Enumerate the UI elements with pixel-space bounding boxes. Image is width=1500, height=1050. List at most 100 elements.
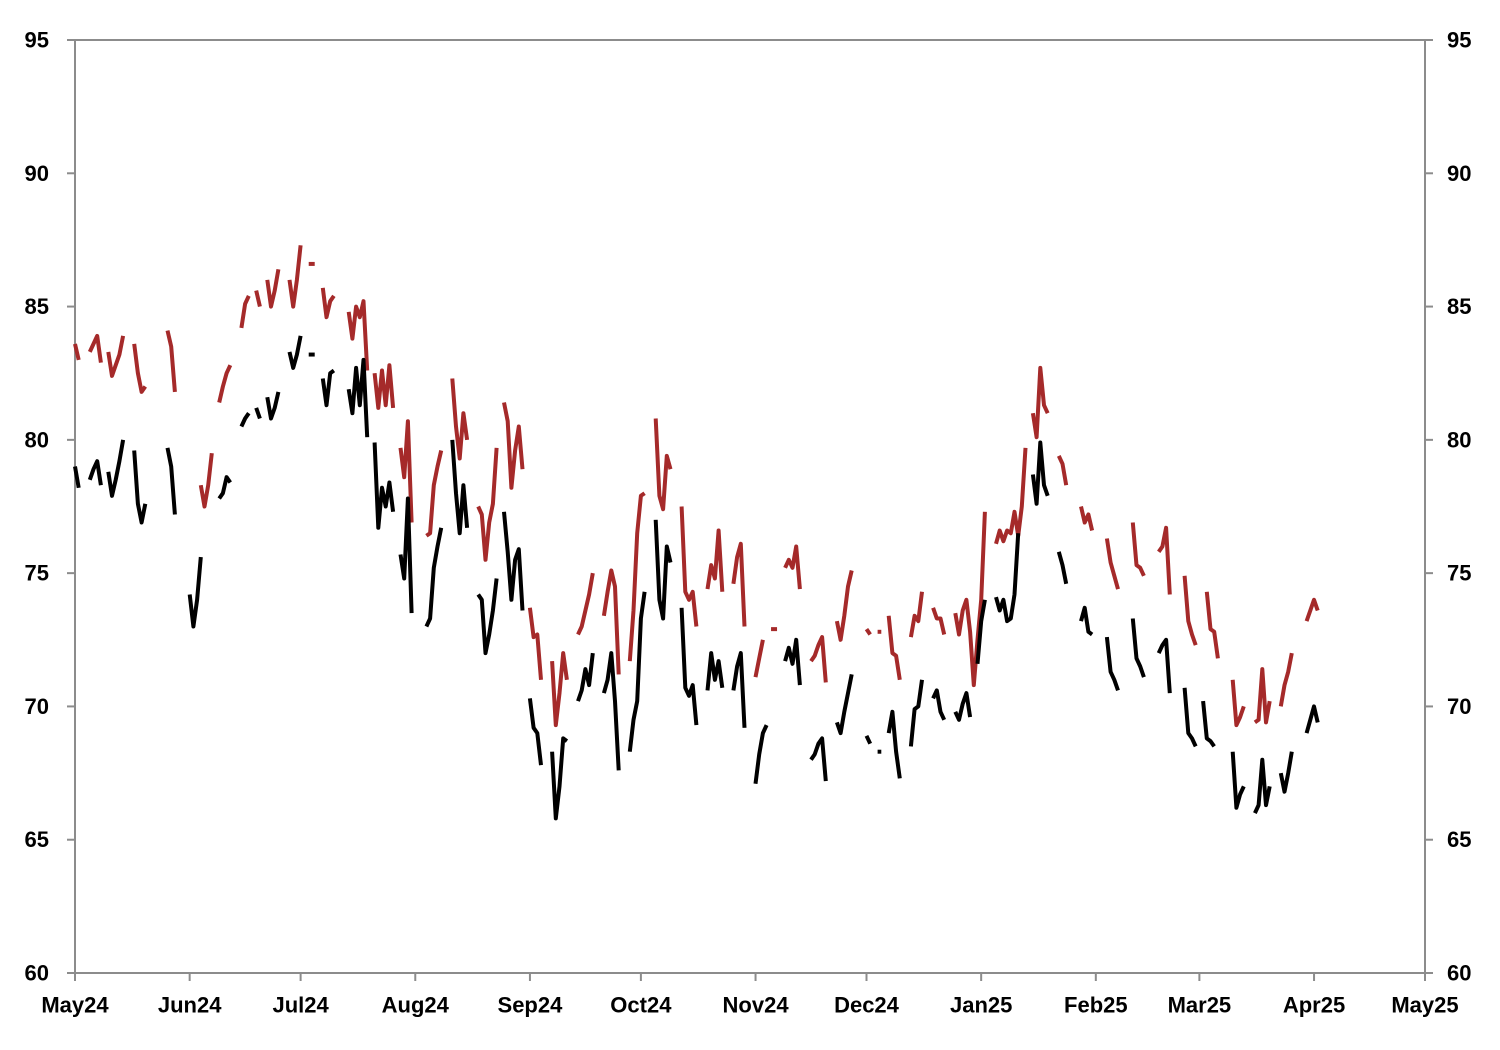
- series-1-segment: [908, 591, 924, 638]
- y-tick-label-right: 90: [1447, 161, 1471, 186]
- y-tick-label-right: 75: [1447, 561, 1471, 586]
- series-1-segment: [265, 268, 281, 309]
- series-1-segment: [527, 607, 543, 680]
- series-2-segment: [864, 734, 873, 745]
- series-1-segment: [931, 607, 947, 635]
- series-1-segment: [1030, 365, 1050, 440]
- series-1-segment: [320, 287, 336, 320]
- series-2-segment: [165, 447, 177, 515]
- x-tick-label: May25: [1391, 993, 1458, 1018]
- series-1-segment: [450, 378, 470, 461]
- x-tick-label: Jun24: [158, 993, 222, 1018]
- series-2-segment: [1079, 605, 1094, 637]
- series-1-segment: [994, 447, 1028, 545]
- series-1-segment: [254, 290, 262, 308]
- series-2-segment: [450, 439, 470, 536]
- series-2-segment: [1030, 440, 1050, 506]
- series-2-segment: [576, 652, 595, 702]
- series-2-segment: [679, 607, 699, 726]
- series-2-segment: [953, 691, 973, 722]
- series-1-segment: [753, 639, 765, 678]
- series-1-segment: [287, 245, 303, 309]
- series-2-segment: [753, 724, 769, 784]
- series-1-segment: [679, 506, 699, 627]
- series-1-segment: [476, 447, 499, 562]
- series-2-segment: [1056, 551, 1069, 585]
- series-2-segment: [1201, 700, 1216, 748]
- series-2-segment: [809, 736, 828, 782]
- series-1-segment: [886, 615, 902, 681]
- x-tick-label: Dec24: [834, 993, 900, 1018]
- series-2-segment: [372, 442, 396, 530]
- series-1-segment: [1104, 538, 1120, 590]
- series-1-segment: [165, 330, 177, 393]
- series-1-segment: [239, 295, 251, 329]
- series-2-segment: [265, 391, 281, 421]
- x-tick-label: Sep24: [498, 993, 564, 1018]
- series-2-segment: [239, 412, 251, 428]
- series-1-segment: [809, 635, 828, 683]
- series-2-segment: [287, 335, 303, 370]
- series-1-segment: [783, 544, 802, 590]
- series-1-segment: [1130, 522, 1146, 577]
- y-tick-label-right: 70: [1447, 694, 1471, 719]
- series-2-segment: [254, 407, 262, 420]
- series-1-segment: [398, 419, 414, 523]
- series-1-segment: [132, 343, 147, 394]
- x-tick-label: May24: [41, 993, 109, 1018]
- y-tick-label-right: 85: [1447, 294, 1471, 319]
- series-1-segment: [953, 511, 987, 688]
- series-1-segment: [73, 343, 81, 361]
- series-1-segment: [1182, 575, 1198, 646]
- series-2-segment: [424, 527, 444, 628]
- series-1-segment: [1230, 679, 1246, 728]
- series-2-segment: [835, 674, 854, 736]
- series-2-segment: [1156, 637, 1172, 694]
- ticks: 60 60 65 65 70 70 75 75 80 80 85 85 90 90 95 95 May24 Jun…: [25, 28, 1472, 1018]
- series-1-segment: [217, 364, 233, 403]
- series-1-segment: [1278, 652, 1294, 707]
- series-1-segment: [653, 418, 673, 512]
- series-1-segment: [1253, 667, 1272, 725]
- series-1-segment: [864, 627, 872, 636]
- series-2-segment: [502, 511, 525, 611]
- series-2-segment: [398, 496, 414, 614]
- series-2-segment: [73, 466, 81, 489]
- y-tick-label-right: 80: [1447, 427, 1471, 452]
- series-2-segment: [320, 368, 336, 408]
- x-tick-label: Oct24: [610, 993, 672, 1018]
- series-1-segment: [576, 572, 595, 636]
- series-2-segment: [886, 709, 902, 779]
- series-1-segment: [550, 651, 569, 728]
- series-1: [73, 245, 1320, 728]
- series-1-segment: [1204, 591, 1220, 659]
- x-tick-label: Jul24: [272, 993, 329, 1018]
- series-2-segment: [217, 475, 232, 500]
- y-tick-label-left: 95: [25, 28, 49, 53]
- series-1-segment: [346, 299, 370, 371]
- series-1-segment: [601, 568, 621, 675]
- series-1-segment: [87, 333, 103, 363]
- series-1-segment: [502, 402, 525, 490]
- series-1-segment: [106, 335, 126, 378]
- series-2-segment: [908, 679, 924, 747]
- y-tick-label-right: 95: [1447, 28, 1471, 53]
- series-2-segment: [1278, 751, 1294, 794]
- series-1-segment: [627, 491, 646, 662]
- x-tick-label: Feb25: [1064, 993, 1128, 1018]
- series-1-segment: [1079, 506, 1095, 531]
- x-tick-label: Apr25: [1283, 993, 1345, 1018]
- series-2-segment: [731, 651, 747, 728]
- series-2-segment: [705, 651, 725, 691]
- y-tick-label-left: 65: [25, 827, 49, 852]
- series-2-segment: [1253, 757, 1272, 814]
- series-2-segment: [975, 599, 987, 664]
- series-2-segment: [931, 688, 947, 721]
- series-2: [73, 335, 1320, 821]
- series-1-segment: [372, 363, 396, 410]
- x-tick-label: Aug24: [382, 993, 450, 1018]
- series-2-segment: [601, 651, 621, 771]
- y-tick-label-left: 75: [25, 561, 49, 586]
- series-lines: [73, 245, 1320, 821]
